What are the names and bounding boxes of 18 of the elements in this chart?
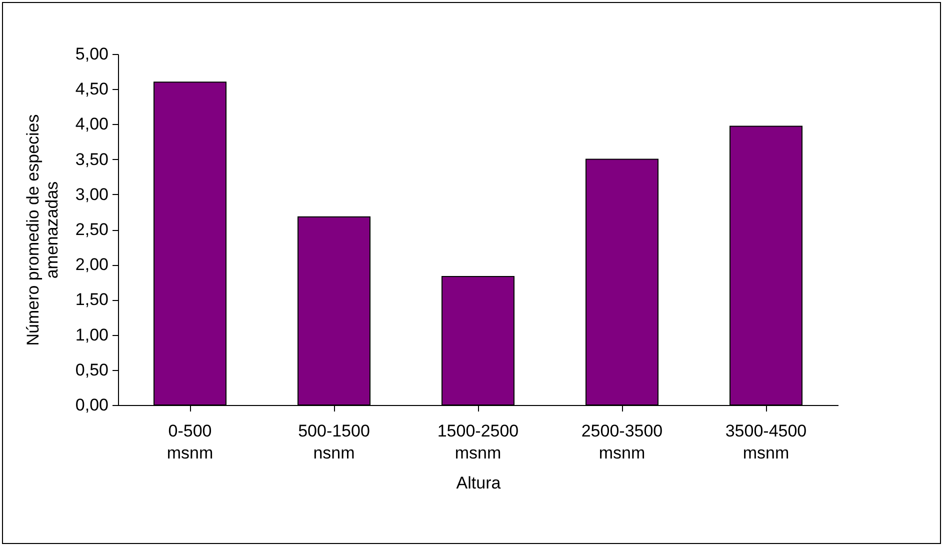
x-tick-label: 2500-3500 msnm	[581, 422, 663, 462]
y-axis-title: Número promedio de especies amenazadas	[23, 114, 62, 346]
y-tick-label: 0,50	[75, 360, 108, 380]
x-tick-label: 1500-2500 msnm	[437, 422, 519, 462]
x-tick-label: 0-500 msnm	[166, 422, 214, 462]
y-tick-label: 1,50	[75, 290, 108, 310]
y-tick-label: 3,50	[75, 150, 108, 169]
y-tick-label: 4,50	[75, 80, 108, 99]
y-tick-label: 4,00	[75, 114, 108, 134]
y-tick-label: 2,00	[75, 255, 108, 274]
y-tick-label: 3,00	[75, 184, 108, 204]
y-tick-label: 1,00	[75, 325, 108, 344]
y-tick-label: 5,00	[75, 44, 108, 64]
x-tick-label: 500-1500 nsnm	[298, 422, 370, 462]
x-tick-label: 3500-4500 msnm	[725, 422, 807, 462]
y-tick-label: 2,50	[75, 220, 108, 239]
y-tick-label: 0,00	[75, 396, 108, 414]
x-axis-title: Altura	[456, 474, 502, 492]
